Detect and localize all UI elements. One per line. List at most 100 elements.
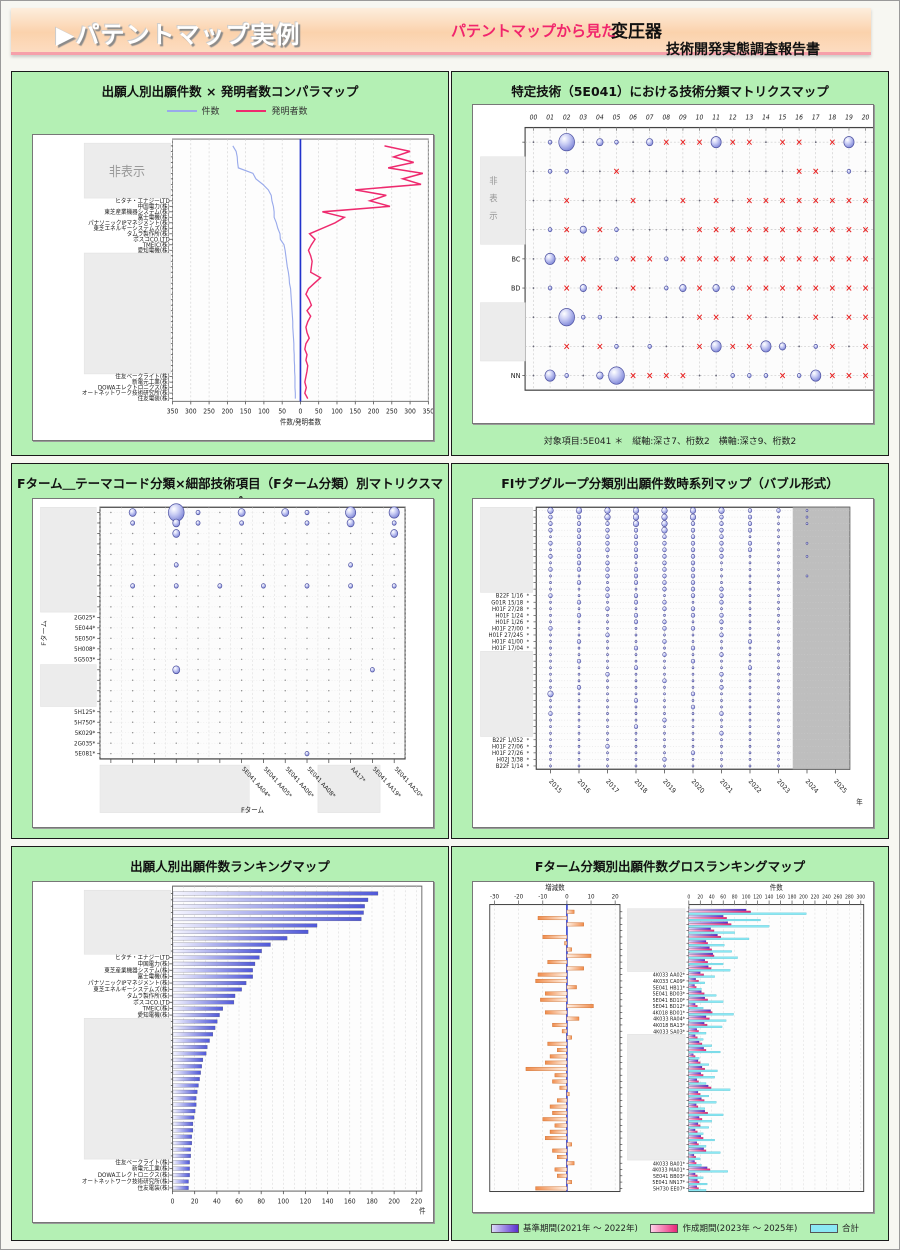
header-report-title: 技術開発実態調査報告書: [666, 42, 820, 58]
svg-text:350: 350: [167, 408, 179, 415]
fi-timeseries-chart: B22F 1/16 *G01R 15/18 *H01F 27/28 *H01F 1/2…: [480, 506, 863, 806]
svg-text:100: 100: [258, 408, 270, 415]
svg-text:140: 140: [322, 1197, 334, 1205]
gross-ranking-title: Fターム分類別出願件数グロスランキングマップ: [534, 859, 806, 874]
svg-text:250: 250: [386, 408, 398, 415]
legend-swatch-total: [810, 1223, 838, 1233]
svg-text:*: *: [527, 600, 530, 606]
svg-text:*: *: [527, 613, 530, 619]
svg-text:4K033 AA02*: 4K033 AA02*: [653, 973, 686, 979]
svg-text:富士電機(株): 富士電機(株): [138, 972, 170, 980]
svg-text:4K033 CA09*: 4K033 CA09*: [653, 979, 686, 985]
svg-text:5H750*: 5H750*: [74, 720, 95, 726]
svg-text:G01R 15/18: G01R 15/18: [491, 600, 523, 606]
svg-text:05: 05: [613, 114, 621, 121]
svg-text:H01F 27/06: H01F 27/06: [492, 744, 524, 750]
fterm-matrix-chart: 2G025* 5E044* 5E050* 5H008* 5G503* 5H125* 5H75…: [39, 503, 423, 815]
svg-text:150: 150: [349, 408, 361, 415]
gross-ranking-chartbox: 増減数 -30 -20 -10 0 10 20 件数 0 20 40 60 80 100 120 140 160…: [472, 881, 874, 1213]
svg-text:TMEIC(株): TMEIC(株): [142, 1004, 170, 1012]
svg-text:300: 300: [185, 408, 197, 415]
svg-text:表: 表: [489, 192, 498, 205]
compare-map-chart: 350 300 250 200 150 100 50 0 50 100 150 200 250 300 35…: [82, 138, 433, 427]
svg-text:*: *: [527, 626, 530, 632]
fterm-matrix-chartbox: 2G025* 5E044* 5E050* 5H008* 5G503* 5H125* 5H75…: [32, 498, 434, 828]
fi-timeseries-title: FIサブグループ分類別出願件数時系列マップ（バブル形式）: [501, 476, 839, 491]
svg-text:10: 10: [587, 894, 594, 900]
svg-text:*: *: [527, 744, 530, 750]
legend-swatch-inventors: [236, 109, 267, 112]
svg-text:東芝産業機器システム(株): 東芝産業機器システム(株): [104, 966, 169, 974]
svg-text:220: 220: [411, 1197, 423, 1205]
panel-ranking: 出願人別出願件数ランキングマップ 0 20 40 60 80 100 120 140 160 18…: [11, 846, 449, 1241]
svg-text:パナソニックIPマネジメント(株): パナソニックIPマネジメント(株): [88, 219, 170, 227]
svg-text:20: 20: [612, 894, 619, 900]
svg-text:20: 20: [862, 114, 870, 121]
svg-text:*: *: [527, 646, 530, 652]
svg-text:2025: 2025: [832, 777, 848, 795]
svg-text:愛知電機(株): 愛知電機(株): [138, 1011, 170, 1019]
ranking-chartbox: 0 20 40 60 80 100 120 140 160 180 200 220 件 ヒタチ・エナジーL…: [32, 881, 434, 1223]
svg-text:20: 20: [191, 1197, 199, 1205]
compare-map-title: 出願人別出願件数 × 発明者数コンパラマップ: [101, 84, 359, 99]
svg-text:東芝エネルギーシステムズ(株): 東芝エネルギーシステムズ(株): [93, 224, 169, 232]
svg-text:住友電装(株): 住友電装(株): [138, 394, 170, 402]
legend-label-recent-period: 作成期間(2023年 ～ 2025年): [682, 1224, 798, 1234]
svg-text:15: 15: [779, 114, 787, 121]
svg-text:50: 50: [315, 408, 323, 415]
tech-matrix-footnote: 対象項目:5E041 ＊ 縦軸:深さ7、桁数2 横軸:深さ9、桁数2: [543, 437, 797, 447]
header-subject: 変圧器: [611, 22, 662, 42]
svg-text:5H125*: 5H125*: [74, 710, 95, 716]
panel-fi-timeseries: FIサブグループ分類別出願件数時系列マップ（バブル形式） B22F 1/16 * G…: [451, 463, 889, 839]
header-band: ▶パテントマップ実例 パテントマップから見た 変圧器 技術開発実態調査報告書: [11, 8, 871, 58]
svg-text:ヒタチ・エナジーLTD: ヒタチ・エナジーLTD: [115, 953, 170, 961]
svg-text:04: 04: [596, 114, 604, 121]
svg-text:120: 120: [753, 894, 762, 900]
svg-text:4K018 BA13*: 4K018 BA13*: [653, 1023, 686, 1029]
svg-text:示: 示: [489, 212, 498, 222]
svg-text:*: *: [527, 633, 530, 639]
svg-text:150: 150: [240, 408, 252, 415]
svg-text:350: 350: [423, 408, 433, 415]
svg-text:01: 01: [546, 114, 554, 121]
svg-text:ヒタチ・エナジーLTD: ヒタチ・エナジーLTD: [115, 197, 170, 205]
svg-text:タムラ製作所(株): タムラ製作所(株): [127, 992, 170, 1000]
svg-text:非: 非: [489, 175, 498, 188]
fi-timeseries-chartbox: B22F 1/16 * G01R 15/18 * H01F 27/28 * H01F 1/2…: [472, 498, 874, 828]
svg-text:14: 14: [762, 114, 770, 121]
svg-text:18: 18: [829, 114, 837, 121]
panel-grid: 出願人別出願件数 × 発明者数コンパラマップ 件数 発明者数 350 300 250…: [11, 71, 889, 1241]
tech-matrix-chart: 00 01 02 03 04 05 06 07 08 09 10 11 12 13 14 15 16 17 18 19…: [480, 114, 873, 391]
svg-text:年: 年: [856, 797, 863, 806]
tech-matrix-chartbox: 00 01 02 03 04 05 06 07 08 09 10 11 12 13 14 15 16 17 18 19…: [472, 104, 874, 424]
svg-text:08: 08: [662, 114, 670, 121]
svg-text:2024: 2024: [804, 777, 820, 795]
svg-text:NN: NN: [511, 372, 521, 380]
svg-text:2022: 2022: [747, 777, 763, 795]
svg-text:増減数: 増減数: [545, 883, 565, 892]
svg-text:5E041 HB11*: 5E041 HB11*: [653, 985, 686, 991]
svg-text:20: 20: [697, 894, 703, 900]
svg-text:03: 03: [579, 114, 587, 121]
svg-text:パナソニックIPマネジメント(株): パナソニックIPマネジメント(株): [88, 979, 170, 987]
svg-text:-30: -30: [490, 894, 499, 900]
svg-text:80: 80: [732, 894, 738, 900]
svg-text:0: 0: [171, 1197, 175, 1205]
svg-text:住友電装(株): 住友電装(株): [138, 1184, 170, 1192]
svg-text:0: 0: [299, 408, 303, 415]
svg-text:16: 16: [795, 114, 803, 121]
legend-swatch-base-period: [490, 1223, 519, 1233]
svg-text:4K033 SA03*: 4K033 SA03*: [653, 1029, 685, 1035]
svg-text:4K033 MA01*: 4K033 MA01*: [652, 1167, 685, 1173]
legend-swatch-applications: [166, 109, 197, 112]
svg-text:5G503*: 5G503*: [74, 657, 95, 663]
svg-text:中国電力(株): 中国電力(株): [138, 202, 170, 210]
svg-text:40: 40: [213, 1197, 221, 1205]
svg-text:オートネットワーク技術研究所(株): オートネットワーク技術研究所(株): [82, 1177, 170, 1185]
panel-fterm-matrix: Fターム＿テーマコード分類×細部技術項目（Fターム分類）別マトリクスマップ 2G…: [11, 463, 449, 839]
svg-text:-20: -20: [514, 894, 523, 900]
svg-text:40: 40: [709, 894, 715, 900]
svg-text:5K029*: 5K029*: [75, 731, 96, 737]
svg-text:新電元工業(株): 新電元工業(株): [132, 1164, 170, 1172]
